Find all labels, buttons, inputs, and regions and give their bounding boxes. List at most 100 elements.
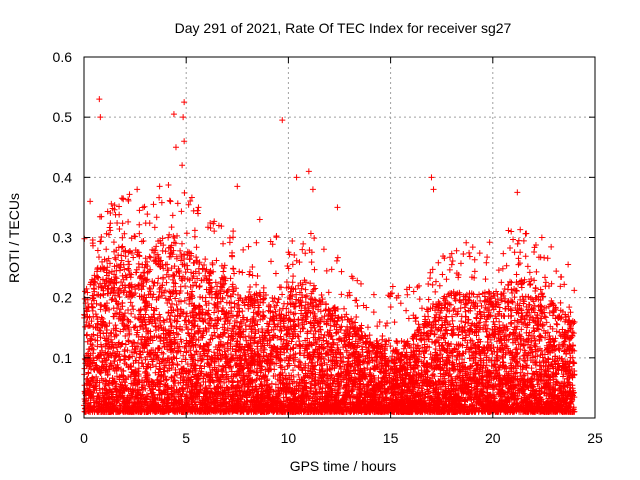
data-point [153, 243, 160, 250]
data-point [446, 266, 453, 273]
data-point [311, 235, 318, 242]
data-point [195, 328, 202, 335]
data-point [83, 332, 90, 339]
data-point [114, 219, 121, 226]
data-point [499, 265, 506, 272]
data-point [204, 224, 211, 231]
data-point [220, 268, 227, 275]
data-point [221, 262, 228, 269]
data-point [128, 310, 135, 317]
data-point [246, 271, 253, 278]
data-point [125, 197, 132, 204]
data-point [246, 289, 253, 296]
data-point [189, 288, 196, 295]
data-point [249, 272, 256, 279]
data-point [303, 292, 310, 299]
data-point [290, 273, 297, 280]
data-point [178, 208, 185, 215]
data-point [260, 284, 267, 291]
data-point [270, 298, 277, 305]
data-point [94, 247, 101, 254]
data-point [191, 233, 198, 240]
data-point [108, 200, 115, 207]
data-point [295, 358, 302, 365]
data-point [158, 199, 165, 206]
data-point [449, 257, 456, 264]
data-point [299, 246, 306, 253]
data-point [450, 307, 457, 314]
data-point [107, 227, 114, 234]
data-point [165, 234, 172, 241]
data-point [199, 294, 206, 301]
data-point [476, 250, 483, 257]
data-point [261, 295, 268, 302]
data-point [553, 379, 560, 386]
data-points [81, 96, 578, 415]
data-point [145, 314, 152, 321]
data-point [234, 378, 241, 385]
data-point [170, 279, 177, 286]
data-point [370, 291, 377, 298]
data-point [191, 227, 198, 234]
data-point [482, 276, 489, 283]
data-point [288, 285, 295, 292]
data-point [553, 268, 560, 275]
data-point [201, 262, 208, 269]
data-point [338, 268, 345, 275]
data-point [364, 324, 371, 331]
data-point [296, 342, 303, 349]
data-point [150, 282, 157, 289]
data-point [156, 194, 163, 201]
data-point [533, 268, 540, 275]
data-point [126, 191, 133, 198]
data-point [130, 306, 137, 313]
data-point [95, 283, 102, 290]
data-point [268, 258, 275, 265]
data-point [138, 286, 145, 293]
data-point [90, 366, 97, 373]
data-point [526, 269, 533, 276]
data-point [94, 264, 101, 271]
data-point [500, 250, 507, 257]
data-point [256, 291, 263, 298]
data-point [197, 294, 204, 301]
data-point [297, 359, 304, 366]
data-point [139, 333, 146, 340]
data-point [457, 260, 464, 267]
data-point [92, 311, 99, 318]
data-point [382, 338, 389, 345]
data-point [239, 269, 246, 276]
data-point [279, 291, 286, 298]
data-point [110, 287, 117, 294]
data-point [289, 261, 296, 268]
data-point [300, 325, 307, 332]
data-point [260, 308, 267, 315]
data-point [245, 243, 252, 250]
data-point [524, 263, 531, 270]
data-point [515, 237, 522, 244]
data-point [370, 309, 377, 316]
data-point [528, 365, 535, 372]
data-point [559, 326, 566, 333]
data-point [554, 321, 561, 328]
data-point [427, 275, 434, 282]
data-point [453, 247, 460, 254]
data-point [225, 286, 232, 293]
data-point [289, 279, 296, 286]
data-point [130, 254, 137, 261]
data-point [296, 259, 303, 266]
data-point [293, 257, 300, 264]
data-point [463, 239, 470, 246]
data-point [353, 313, 360, 320]
data-point [120, 326, 127, 333]
data-point [193, 348, 200, 355]
data-point [88, 318, 95, 325]
data-point [394, 338, 401, 345]
data-point [403, 307, 410, 314]
data-point [247, 284, 254, 291]
data-point [230, 228, 237, 235]
data-point [202, 256, 209, 263]
data-point [95, 254, 102, 261]
data-point [289, 237, 296, 244]
